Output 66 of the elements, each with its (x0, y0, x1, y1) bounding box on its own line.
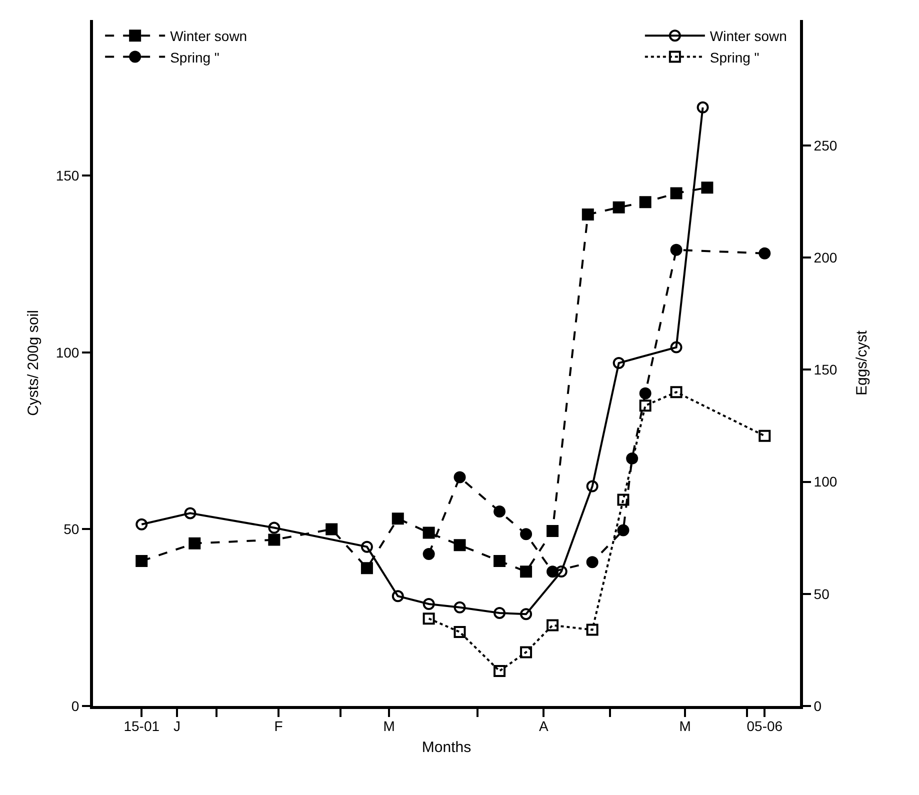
point (758, 430, 771, 442)
point (494, 506, 506, 518)
point (586, 624, 598, 636)
point (422, 526, 435, 539)
legend-label: Spring " (710, 49, 760, 66)
point (520, 528, 532, 540)
y2-axis-title: Eggs/cyst (853, 330, 870, 396)
point (454, 539, 466, 552)
y-tick-label: 150 (56, 167, 80, 184)
point (670, 187, 682, 200)
x-axis-title: Months (422, 739, 472, 756)
x-tick-label: M (679, 718, 691, 734)
point (494, 606, 506, 619)
point (520, 566, 532, 578)
point (454, 626, 466, 638)
point (360, 540, 373, 553)
y2-tick-label: 50 (814, 586, 830, 602)
point (586, 480, 598, 492)
point (454, 471, 466, 484)
point (696, 101, 709, 114)
x-tick-label: J (173, 718, 180, 734)
point (670, 244, 682, 256)
point (392, 512, 404, 525)
point (582, 208, 594, 220)
point (494, 665, 506, 678)
y2-tick-label: 200 (814, 250, 838, 266)
point (626, 452, 638, 464)
point (639, 400, 652, 412)
point (617, 494, 630, 506)
x-tick-label: M (383, 718, 395, 734)
y-axis-title: Cysts/ 200g soil (25, 310, 42, 416)
point (494, 555, 506, 568)
point (360, 562, 373, 574)
legend-label: Winter sown (170, 28, 248, 44)
point (612, 357, 625, 369)
y-tick-label: 0 (71, 698, 80, 714)
y-tick-label: 100 (56, 344, 80, 360)
point (392, 590, 404, 602)
x-tick-label: A (539, 718, 550, 734)
point (670, 341, 682, 354)
point (617, 524, 630, 536)
point (586, 556, 598, 568)
legend-label: Winter sown (710, 28, 787, 44)
y2-tick-label: 0 (814, 698, 822, 714)
point (422, 548, 435, 560)
x-tick-label: F (274, 718, 283, 734)
x-tick-label: 15-01 (124, 718, 160, 734)
point (639, 387, 652, 400)
point (546, 619, 559, 632)
x-tick-label: 05-06 (746, 718, 783, 734)
point (639, 196, 652, 208)
point (520, 608, 532, 620)
point (670, 386, 682, 398)
y2-tick-label: 150 (814, 362, 838, 378)
point (612, 201, 625, 214)
y2-tick-label: 100 (814, 474, 838, 490)
point (520, 646, 532, 658)
point (758, 247, 771, 260)
y-tick-label: 50 (64, 521, 80, 538)
legend-label: Spring " (170, 49, 220, 66)
point (422, 598, 435, 610)
point (422, 612, 435, 625)
point (546, 524, 559, 537)
point (701, 182, 714, 194)
point (454, 601, 466, 614)
y2-tick-label: 250 (814, 137, 838, 154)
